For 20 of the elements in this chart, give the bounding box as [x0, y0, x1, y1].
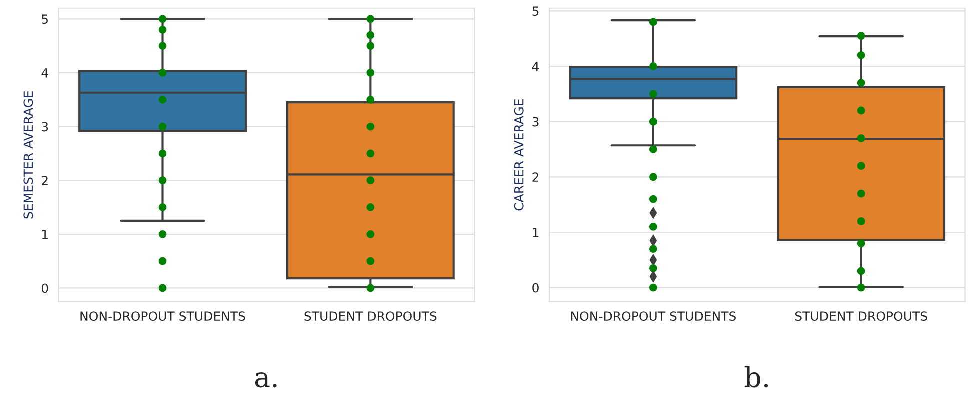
y-tick-label: 0: [42, 284, 48, 294]
y-tick-label: 4: [42, 68, 48, 78]
y-tick-label: 3: [42, 122, 48, 132]
y-axis-title: SEMESTER AVERAGE: [24, 91, 34, 219]
y-tick-label: 4: [532, 62, 540, 72]
x-tick-label: NON-DROPOUT STUDENTS: [80, 312, 246, 322]
y-tick-label: 1: [533, 228, 539, 238]
text: a.: [255, 372, 277, 388]
y-tick-label: 2: [532, 172, 538, 182]
y-tick-label: 5: [42, 14, 48, 24]
y-tick-label: 1: [42, 230, 48, 240]
text: b.: [744, 366, 768, 388]
y-tick-label: 3: [532, 117, 539, 127]
y-tick-label: 2: [42, 176, 48, 186]
y-tick-label: 0: [532, 283, 539, 293]
x-tick-label: STUDENT DROPOUTS: [304, 312, 437, 322]
x-tick-label: NON-DROPOUT STUDENTS: [571, 312, 736, 322]
y-axis-title: CAREER AVERAGE: [514, 99, 524, 211]
x-tick-label: STUDENT DROPOUTS: [795, 312, 928, 322]
y-tick-label: 5: [532, 6, 539, 16]
